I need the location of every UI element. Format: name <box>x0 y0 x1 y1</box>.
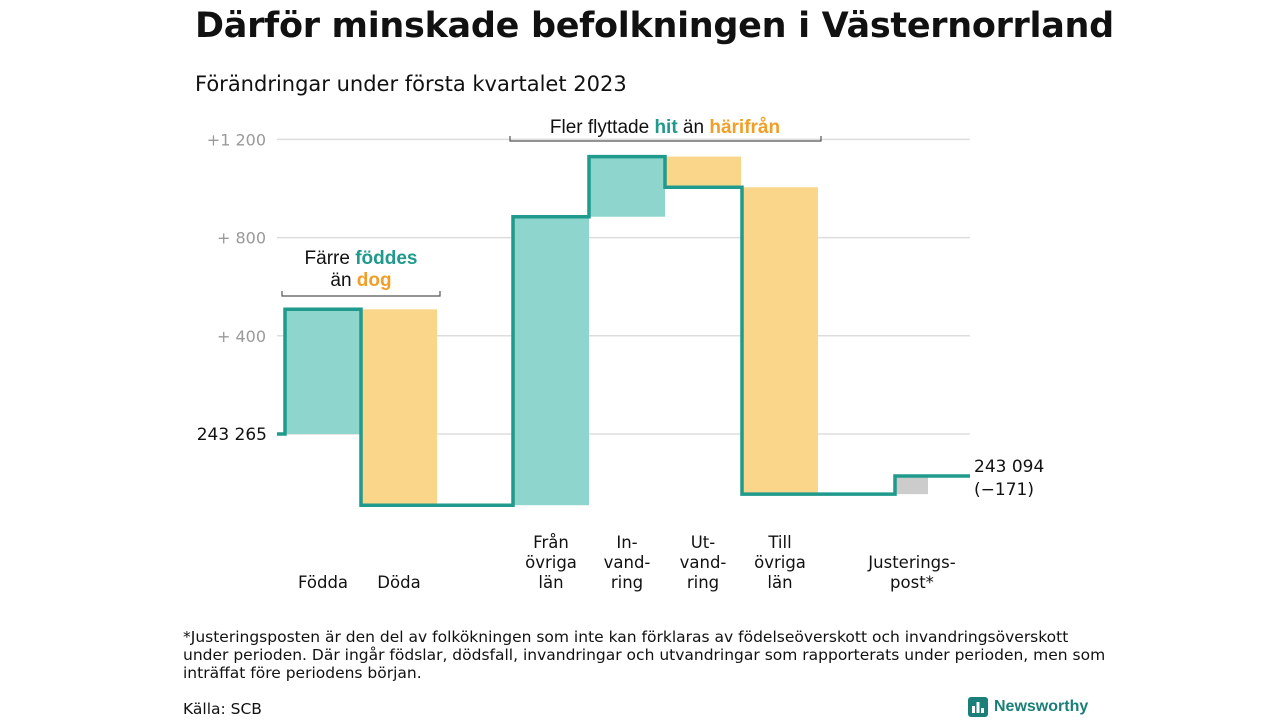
category-label: övriga <box>754 553 806 572</box>
category-label: län <box>767 573 792 592</box>
category-label: Ut- <box>691 533 716 552</box>
source: Källa: SCB <box>183 700 262 718</box>
waterfall-bar <box>589 156 665 217</box>
category-label: övriga <box>525 553 577 572</box>
start-value-label: 243 265 <box>197 425 267 445</box>
category-label: vand- <box>604 553 651 572</box>
chart-title: Därför minskade befolkningen i Västernor… <box>195 6 1114 46</box>
category-label: Från <box>533 533 569 552</box>
chart-subtitle: Förändringar under första kvartalet 2023 <box>195 72 627 96</box>
running-total-line <box>277 154 970 507</box>
category-label: In- <box>616 533 637 552</box>
waterfall-bar <box>361 309 437 506</box>
annotation-bracket <box>281 291 441 297</box>
category-label: post* <box>890 573 934 592</box>
category-label: Döda <box>377 573 420 592</box>
end-change-label: (−171) <box>974 480 1034 500</box>
y-tick-label: +1 200 <box>207 130 266 149</box>
waterfall-bar <box>285 309 361 434</box>
annotation-births-deaths: Färre föddes <box>305 248 418 269</box>
category-label: vand- <box>680 553 727 572</box>
category-label: Justerings- <box>867 553 955 572</box>
category-label: Till <box>767 533 791 552</box>
annotation-migration: Fler flyttade hit än härifrån <box>550 117 780 138</box>
category-label: län <box>538 573 563 592</box>
category-label: ring <box>611 573 643 592</box>
waterfall-bar <box>513 216 589 506</box>
y-tick-label: + 800 <box>217 229 266 248</box>
waterfall-bar <box>895 475 928 495</box>
category-label: ring <box>687 573 719 592</box>
brand-name: Newsworthy <box>994 698 1089 715</box>
end-value-label: 243 094 <box>974 457 1044 477</box>
y-tick-label: + 400 <box>217 327 266 346</box>
annotation-bracket <box>509 136 822 142</box>
waterfall-bar <box>665 156 741 188</box>
annotation-births-deaths-line2: än dog <box>330 270 391 291</box>
waterfall-bar <box>742 187 818 495</box>
bar-chart-icon <box>968 697 988 717</box>
brand[interactable]: Newsworthy <box>968 697 1088 717</box>
footnote: *Justeringsposten är den del av folkökni… <box>183 628 1106 682</box>
waterfall-chart: +1 200 + 800 + 400 243 265 243 094 (−171) Född… <box>197 117 1045 592</box>
category-label: Födda <box>298 573 348 592</box>
